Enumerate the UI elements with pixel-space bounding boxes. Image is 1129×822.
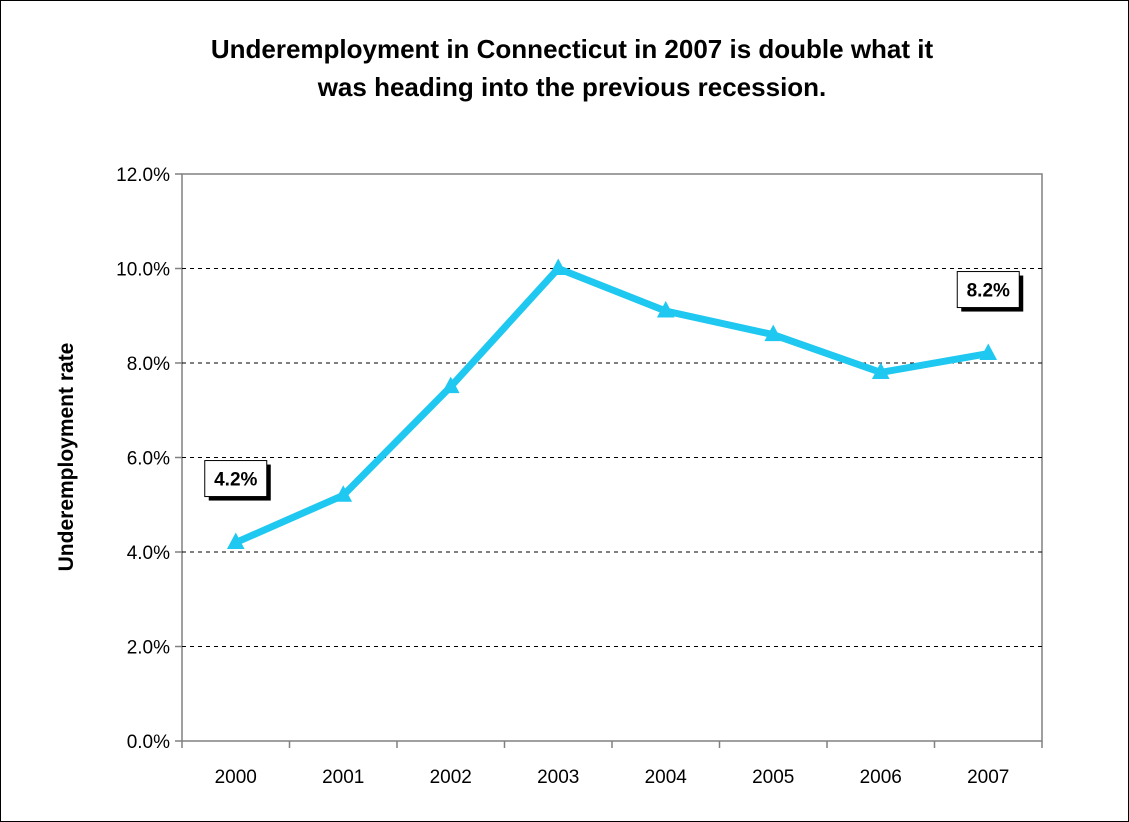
x-tick-label: 2000: [215, 767, 257, 788]
data-point-marker: [871, 362, 890, 379]
series-polyline: [234, 264, 989, 546]
plot-area: [181, 173, 1043, 742]
y-tick-label: 10.0%: [116, 260, 170, 281]
y-axis-label: Underemployment rate: [55, 343, 78, 572]
data-point-marker: [334, 485, 353, 502]
y-axis-ticks: 0.0% 2.0% 4.0% 6.0% 8.0% 10.0% 12.0%: [116, 165, 182, 753]
data-point-marker: [979, 343, 998, 361]
chart-title-line-2: was heading into the previous recession.: [317, 72, 827, 102]
data-point-marker: [549, 258, 568, 275]
y-tick-label: 6.0%: [127, 449, 170, 470]
data-label: 4.2%: [214, 470, 257, 491]
x-tick-label: 2007: [967, 767, 1009, 788]
data-point-marker: [226, 532, 245, 550]
data-point-marker: [441, 376, 460, 394]
data-point-marker: [764, 324, 783, 342]
y-tick-label: 12.0%: [116, 165, 170, 186]
y-tick-label: 8.0%: [127, 354, 170, 375]
series-line: [226, 258, 998, 550]
x-tick-label: 2005: [752, 767, 794, 788]
data-label-box: [956, 271, 1020, 309]
x-tick-label: 2006: [860, 767, 902, 788]
chart-title-line-1: Underemployment in Connecticut in 2007 i…: [211, 34, 934, 64]
x-tick-label: 2004: [645, 767, 688, 788]
data-label: 8.2%: [967, 281, 1010, 302]
y-tick-label: 0.0%: [127, 732, 170, 753]
x-tick-label: 2001: [322, 767, 364, 788]
data-point-marker: [656, 300, 675, 318]
x-axis-ticks: 2000 2001 2002 2003 2004 2005 2006 2007: [181, 741, 1043, 788]
data-labels: 4.2% 8.2%: [204, 271, 1024, 501]
y-tick-label: 2.0%: [127, 638, 170, 659]
x-tick-label: 2002: [430, 767, 472, 788]
y-tick-label: 4.0%: [127, 543, 170, 564]
x-tick-label: 2003: [537, 767, 579, 788]
data-label-box: [204, 460, 268, 498]
